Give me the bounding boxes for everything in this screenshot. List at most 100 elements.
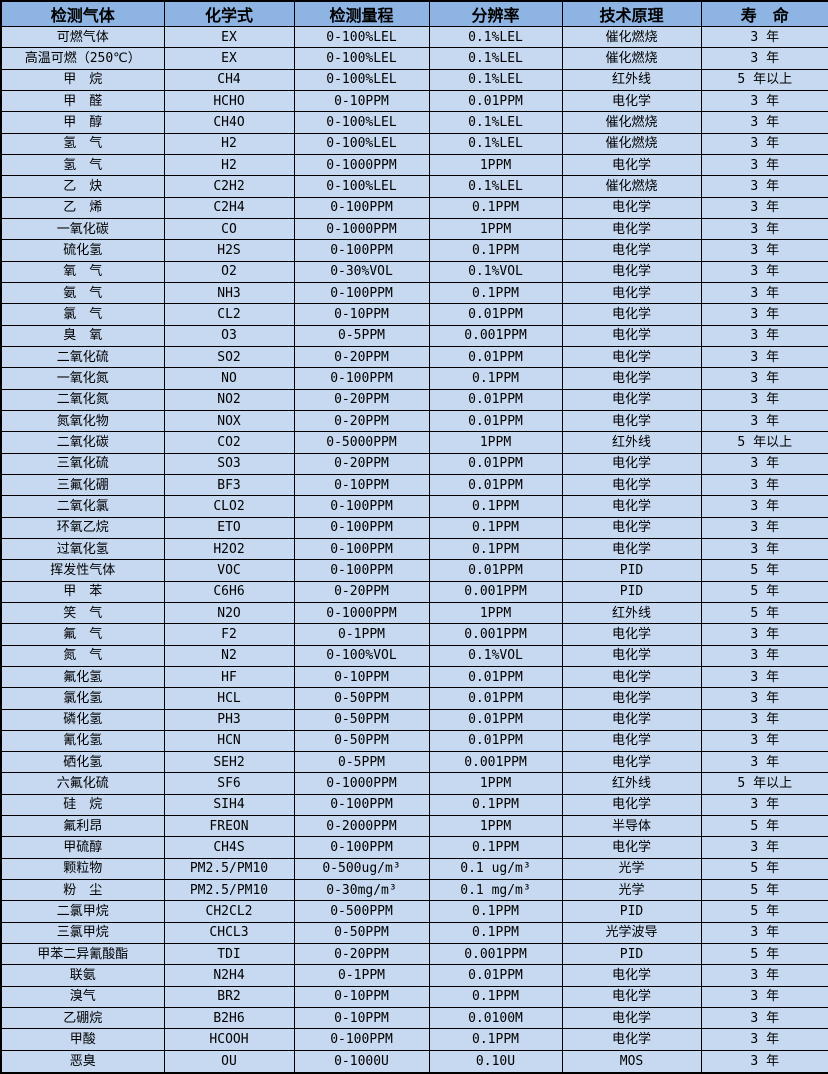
table-cell: 二氧化氮 bbox=[0, 388, 165, 411]
table-row: 三氧化硫 SO3 0-20PPM 0.01PPM 电化学 3 年 bbox=[0, 452, 828, 475]
table-cell: C6H6 bbox=[163, 580, 295, 603]
table-cell: 0-500PPM bbox=[293, 900, 430, 923]
table-row: 粉 尘 PM2.5/PM10 0-30mg/m³ 0.1 mg/m³ 光学 5 年 bbox=[0, 879, 828, 902]
table-cell: 氨 气 bbox=[0, 281, 165, 305]
table-cell: 3 年 bbox=[700, 239, 828, 262]
table-cell: 电化学 bbox=[561, 303, 702, 326]
table-row: 氢 气 H2 0-100%LEL 0.1%LEL 催化燃烧 3 年 bbox=[0, 132, 828, 155]
table-cell: 磷化氢 bbox=[0, 708, 165, 731]
table-cell: 0.01PPM bbox=[428, 452, 563, 475]
table-cell: 一氧化氮 bbox=[0, 367, 165, 390]
table-row: 磷化氢 PH3 0-50PPM 0.01PPM 电化学 3 年 bbox=[0, 708, 828, 731]
table-cell: SO2 bbox=[163, 345, 295, 369]
table-cell: 0-100%LEL bbox=[293, 132, 430, 155]
table-cell: BR2 bbox=[163, 985, 295, 1009]
table-cell: 0.01PPM bbox=[428, 473, 563, 497]
table-cell: 3 年 bbox=[700, 708, 828, 731]
table-cell: 甲 苯 bbox=[0, 580, 165, 603]
table-cell: PID bbox=[561, 580, 702, 603]
table-cell: 二氧化碳 bbox=[0, 431, 165, 454]
table-cell: 0-2000PPM bbox=[293, 815, 430, 838]
table-cell: 三氧化硫 bbox=[0, 452, 165, 475]
table-cell: 0-100%VOL bbox=[293, 644, 430, 667]
table-cell: 3 年 bbox=[700, 687, 828, 710]
table-row: 氮 气 N2 0-100%VOL 0.1%VOL 电化学 3 年 bbox=[0, 644, 828, 667]
table-cell: 0.1%LEL bbox=[428, 175, 563, 198]
table-cell: 0-100PPM bbox=[293, 537, 430, 561]
table-cell: 氰化氢 bbox=[0, 729, 165, 753]
table-cell: 0-1PPM bbox=[293, 623, 430, 646]
table-cell: 5 年以上 bbox=[700, 772, 828, 795]
table-cell: 0-100PPM bbox=[293, 1028, 430, 1051]
table-cell: 粉 尘 bbox=[0, 879, 165, 902]
table-row: 硒化氢 SEH2 0-5PPM 0.001PPM 电化学 3 年 bbox=[0, 751, 828, 774]
table-cell: 0-5000PPM bbox=[293, 431, 430, 454]
table-cell: 电化学 bbox=[561, 708, 702, 731]
table-cell: 0-100PPM bbox=[293, 559, 430, 582]
table-cell: 电化学 bbox=[561, 495, 702, 518]
column-header: 技术原理 bbox=[561, 0, 702, 27]
table-cell: 0-100PPM bbox=[293, 367, 430, 390]
table-cell: 0.1PPM bbox=[428, 921, 563, 945]
table-cell: 甲 烷 bbox=[0, 68, 165, 91]
table-cell: SF6 bbox=[163, 772, 295, 795]
table-cell: 5 年 bbox=[700, 601, 828, 625]
table-cell: 0-10PPM bbox=[293, 1007, 430, 1030]
table-row: 乙 烯 C2H4 0-100PPM 0.1PPM 电化学 3 年 bbox=[0, 196, 828, 219]
table-cell: 3 年 bbox=[700, 644, 828, 667]
table-cell: 0.01PPM bbox=[428, 388, 563, 411]
table-cell: 硅 烷 bbox=[0, 793, 165, 817]
table-cell: 硒化氢 bbox=[0, 751, 165, 774]
table-cell: 半导体 bbox=[561, 815, 702, 838]
table-cell: 0-100%LEL bbox=[293, 47, 430, 70]
table-cell: 3 年 bbox=[700, 1007, 828, 1030]
table-row: 氟利昂 FREON 0-2000PPM 1PPM 半导体 5 年 bbox=[0, 815, 828, 838]
table-cell: 乙 炔 bbox=[0, 175, 165, 198]
table-cell: 0-50PPM bbox=[293, 708, 430, 731]
table-cell: 催化燃烧 bbox=[561, 132, 702, 155]
table-cell: CL2 bbox=[163, 303, 295, 326]
table-cell: 3 年 bbox=[700, 345, 828, 369]
table-cell: 电化学 bbox=[561, 89, 702, 113]
table-cell: 硫化氢 bbox=[0, 239, 165, 262]
table-cell: 0.01PPM bbox=[428, 708, 563, 731]
table-row: 联氨 N2H4 0-1PPM 0.01PPM 电化学 3 年 bbox=[0, 964, 828, 987]
table-cell: 0-10PPM bbox=[293, 89, 430, 113]
table-cell: 3 年 bbox=[700, 281, 828, 305]
table-cell: VOC bbox=[163, 559, 295, 582]
table-cell: 0.1PPM bbox=[428, 516, 563, 539]
table-cell: 溴气 bbox=[0, 985, 165, 1009]
table-cell: 电化学 bbox=[561, 153, 702, 177]
table-cell: 0-50PPM bbox=[293, 921, 430, 945]
table-cell: 5 年 bbox=[700, 559, 828, 582]
table-cell: 3 年 bbox=[700, 921, 828, 945]
table-cell: 电化学 bbox=[561, 964, 702, 987]
table-cell: 3 年 bbox=[700, 985, 828, 1009]
table-cell: 0-10PPM bbox=[293, 985, 430, 1009]
table-cell: 0-20PPM bbox=[293, 409, 430, 433]
table-cell: 0-100PPM bbox=[293, 516, 430, 539]
table-cell: 3 年 bbox=[700, 1049, 828, 1074]
table-row: 氮氧化物 NOX 0-20PPM 0.01PPM 电化学 3 年 bbox=[0, 409, 828, 433]
table-cell: 电化学 bbox=[561, 623, 702, 646]
table-cell: 0-100PPM bbox=[293, 239, 430, 262]
table-cell: N2O bbox=[163, 601, 295, 625]
table-cell: 氧 气 bbox=[0, 260, 165, 283]
table-cell: 环氧乙烷 bbox=[0, 516, 165, 539]
table-cell: 3 年 bbox=[700, 324, 828, 347]
table-cell: 5 年 bbox=[700, 900, 828, 923]
table-cell: 0.01PPM bbox=[428, 964, 563, 987]
table-cell: MOS bbox=[561, 1049, 702, 1074]
table-cell: HCL bbox=[163, 687, 295, 710]
table-cell: 3 年 bbox=[700, 153, 828, 177]
table-row: 可燃气体 EX 0-100%LEL 0.1%LEL 催化燃烧 3 年 bbox=[0, 25, 828, 49]
table-cell: 电化学 bbox=[561, 388, 702, 411]
table-row: 氢 气 H2 0-1000PPM 1PPM 电化学 3 年 bbox=[0, 153, 828, 177]
table-cell: 0-5PPM bbox=[293, 751, 430, 774]
table-cell: 催化燃烧 bbox=[561, 111, 702, 134]
table-cell: SIH4 bbox=[163, 793, 295, 817]
table-cell: HCOOH bbox=[163, 1028, 295, 1051]
table-cell: 0.1PPM bbox=[428, 495, 563, 518]
table-cell: OU bbox=[163, 1049, 295, 1074]
table-cell: O3 bbox=[163, 324, 295, 347]
